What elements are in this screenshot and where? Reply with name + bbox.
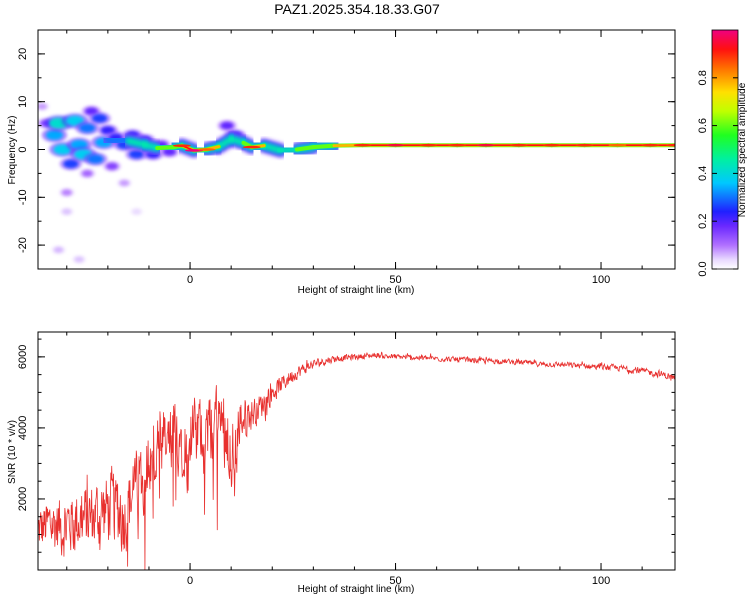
snr-x-axis-label: Height of straight line (km) — [298, 584, 415, 595]
snr-series-line — [38, 351, 675, 570]
colorbar-label: Normalized spectral amplitude — [737, 82, 748, 217]
spectrogram-blob — [53, 246, 64, 253]
spectrogram-ridge-peak — [386, 143, 405, 147]
spectrogram-blob — [87, 154, 104, 164]
spectrogram-ridge-peak — [542, 143, 561, 147]
colorbar-gradient — [711, 29, 739, 270]
spectrogram-x-axis-label: Height of straight line (km) — [298, 285, 415, 296]
snr-ticks — [38, 332, 675, 571]
snr-y-tick-labels: 2000 4000 6000 — [17, 345, 29, 512]
spectrogram-x-tick-label: 50 — [389, 274, 401, 286]
spectrogram-blob — [79, 123, 96, 133]
colorbar-tick-label: 0.8 — [697, 70, 709, 85]
snr-y-tick-label: 2000 — [17, 487, 29, 511]
spectrogram-ridge-peak — [666, 143, 675, 147]
spectrogram-y-tick-label: 20 — [17, 48, 29, 60]
spectrogram-blob — [38, 103, 48, 110]
spectrogram-x-tick-labels: 0 50 100 — [187, 274, 610, 286]
spectrogram-ridge-peak — [448, 143, 467, 147]
spectrogram-ridge-peak — [575, 143, 594, 147]
spectrogram-blob — [132, 208, 142, 215]
spectrogram-ridge-peak — [242, 145, 261, 149]
spectrogram-blob — [92, 114, 108, 123]
spectrogram-blob — [81, 170, 93, 177]
spectrogram-blob — [119, 179, 130, 186]
spectrogram-y-tick-label: 0 — [17, 146, 29, 152]
spectrogram-blob — [129, 150, 145, 159]
snr-y-axis-label: SNR (10 * v/v) — [7, 420, 18, 484]
spectrogram-plot-area — [38, 101, 675, 264]
snr-x-tick-label: 0 — [187, 575, 193, 587]
snr-x-tick-label: 50 — [389, 575, 401, 587]
snr-y-tick-label: 6000 — [17, 345, 29, 369]
spectrogram-y-tick-labels: -20 -10 0 10 20 — [17, 48, 29, 253]
spectrogram-ridge-peak — [608, 143, 627, 147]
spectrogram-blob — [45, 130, 63, 140]
figure-title: PAZ1.2025.354.18.33.G07 — [274, 1, 440, 17]
colorbar-tick-label: 0.2 — [697, 214, 709, 229]
spectrogram-ridge-peak — [172, 144, 191, 147]
spectrogram-blob — [61, 189, 72, 196]
spectrogram-panel: 0 50 100 -20 -10 0 10 20 Height of straight li… — [7, 29, 676, 296]
spectrogram-blob — [220, 121, 234, 130]
spectrogram-ridge-segment — [311, 143, 336, 150]
spectrogram-ridge-segment — [294, 145, 316, 152]
snr-frame — [37, 331, 676, 571]
spectrogram-ridge-peak — [476, 143, 495, 147]
snr-panel: 0 50 100 2000 4000 6000 Height of straight l… — [7, 331, 676, 595]
spectrogram-x-tick-label: 0 — [187, 274, 193, 286]
spectrogram-ridge-peak — [419, 143, 438, 147]
colorbar-ticks — [712, 77, 738, 270]
spectrogram-y-tick-label: 10 — [17, 96, 29, 108]
spectrogram-blob — [74, 256, 84, 263]
spectrogram-blob — [62, 208, 72, 215]
snr-x-tick-label: 100 — [592, 575, 610, 587]
spectrogram-ridge-peak — [509, 143, 528, 147]
spectrogram-y-tick-label: -10 — [17, 189, 29, 205]
snr-x-tick-labels: 0 50 100 — [187, 575, 610, 587]
colorbar-tick-label: 0.0 — [697, 261, 709, 276]
colorbar-tick-label: 0.6 — [697, 118, 709, 133]
spectrogram-ridge-peak — [353, 143, 372, 147]
spectrogram-ridge-peak — [197, 148, 216, 151]
spectrogram-x-tick-label: 100 — [592, 274, 610, 286]
spectrogram-y-axis-label: Frequency (Hz) — [7, 116, 18, 185]
spectrogram-blob — [63, 159, 79, 169]
spectrogram-blob — [105, 162, 118, 170]
spectrogram-y-tick-label: -20 — [17, 237, 29, 253]
snr-y-tick-label: 4000 — [17, 416, 29, 440]
spectrogram-ticks — [38, 29, 675, 270]
colorbar: 0.0 0.2 0.4 0.6 0.8 Normalized spectral ampl… — [697, 29, 748, 277]
colorbar-tick-labels: 0.0 0.2 0.4 0.6 0.8 — [697, 70, 709, 276]
spectrogram-ridge-segment — [155, 145, 176, 151]
colorbar-tick-label: 0.4 — [697, 166, 709, 181]
spectrogram-ridge-peak — [641, 143, 660, 147]
